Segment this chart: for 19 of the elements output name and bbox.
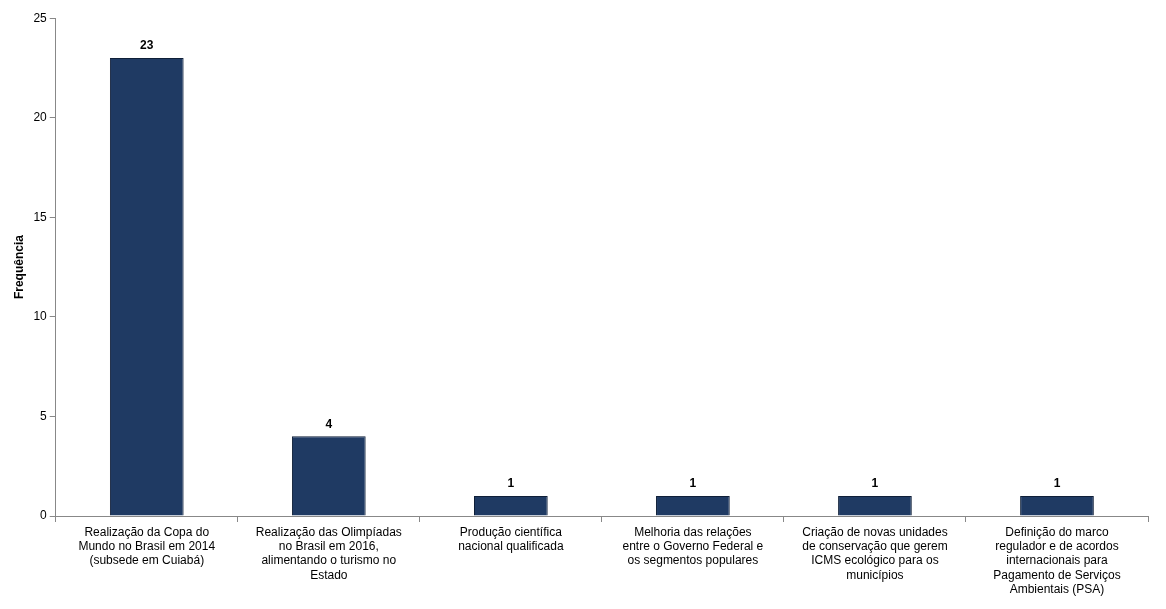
x-tick-label: Definição do marco regulador e de acordos internacionais para Pagamento de Serviços Ambientais (PSA) (993, 524, 1121, 597)
x-tick-label: Melhoria das relações entre o Governo Federal e os segmentos populares (622, 524, 764, 568)
y-tick-label: 25 (33, 10, 48, 25)
x-tick-label: Realização da Copa do Mundo no Brasil em 2014 (subsede em Cuiabá) (78, 524, 216, 568)
data-label: 4 (325, 416, 333, 431)
data-label: 1 (871, 476, 879, 491)
data-label: 1 (1053, 476, 1061, 491)
x-tick-label: Realização das Olimpíadas no Brasil em 2016, alimentando o turismo no Estado (255, 524, 402, 582)
data-label: 1 (689, 476, 697, 491)
y-axis-title: Frequência (11, 234, 26, 300)
y-tick-label: 10 (33, 309, 48, 324)
x-tick-label: Produção científica nacional qualificada (458, 524, 564, 553)
x-tick-label: Criação de novas unidades de conservação que gerem ICMS ecológico para os municípios (802, 524, 948, 582)
data-label: 1 (507, 476, 515, 491)
y-tick-label: 20 (33, 110, 48, 125)
y-tick-label: 15 (33, 209, 48, 224)
y-tick-label: 5 (40, 408, 48, 423)
data-label: 23 (140, 38, 154, 53)
y-tick-label: 0 (40, 508, 48, 523)
